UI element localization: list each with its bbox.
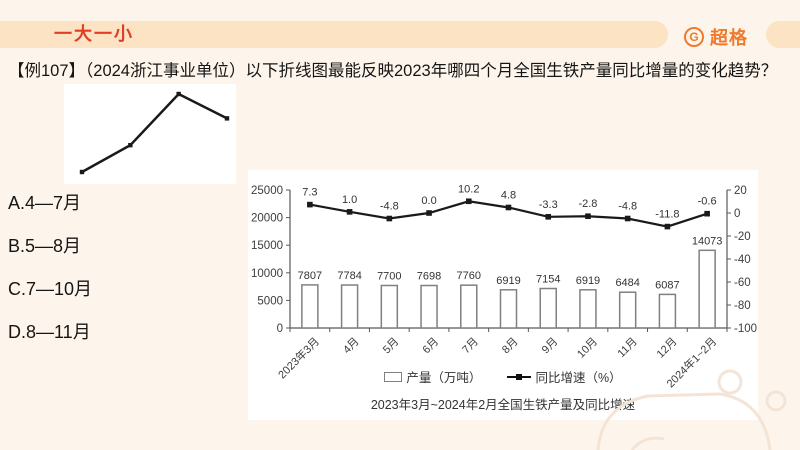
- svg-text:-4.8: -4.8: [380, 201, 399, 213]
- main-chart-panel: 0 5000 10000 15000 20000 25000 20 0 -20 -40 -60 -80…: [248, 170, 758, 420]
- option-b: B.5—8月: [8, 236, 82, 256]
- legend-label-output: 产量（万吨）: [406, 371, 482, 385]
- svg-text:9月: 9月: [540, 336, 561, 357]
- mascot-outline-decoration: [596, 369, 787, 450]
- svg-text:-11.8: -11.8: [655, 209, 679, 221]
- section-title: 一大一小: [54, 24, 134, 44]
- legend-label-growth: 同比增速（%）: [535, 371, 622, 385]
- svg-text:6月: 6月: [421, 336, 442, 357]
- svg-text:-100: -100: [734, 323, 757, 335]
- svg-text:15000: 15000: [251, 240, 283, 252]
- mini-trend-chart-panel: [64, 84, 236, 184]
- svg-text:7154: 7154: [536, 274, 560, 286]
- brand-logo: G 超格: [684, 24, 748, 50]
- svg-text:5月: 5月: [381, 336, 402, 357]
- chart-title: 2023年3月~2024年2月全国生铁产量及同比增速: [370, 398, 636, 412]
- svg-text:20000: 20000: [251, 213, 283, 225]
- legend-item-output: 产量（万吨）: [384, 367, 481, 386]
- header-ribbon-right-cap: [766, 21, 800, 48]
- svg-text:7784: 7784: [337, 270, 361, 282]
- svg-text:-20: -20: [734, 231, 751, 243]
- bar-series-swatch-icon: [384, 371, 403, 382]
- svg-text:0: 0: [734, 208, 740, 220]
- svg-text:-3.3: -3.3: [539, 199, 558, 211]
- svg-text:-4.8: -4.8: [618, 201, 637, 213]
- svg-text:6087: 6087: [655, 279, 679, 291]
- svg-text:4.8: 4.8: [501, 189, 516, 201]
- line-series-swatch-icon: [507, 373, 532, 380]
- svg-text:7760: 7760: [457, 270, 481, 282]
- svg-text:1.0: 1.0: [342, 194, 357, 206]
- svg-text:0.0: 0.0: [421, 195, 436, 207]
- legend-item-growth: 同比增速（%）: [507, 367, 622, 386]
- option-c: C.7—10月: [8, 279, 93, 299]
- svg-text:7.3: 7.3: [302, 187, 317, 199]
- svg-text:7月: 7月: [460, 336, 481, 357]
- mini-trend-chart: [79, 91, 230, 175]
- svg-text:10月: 10月: [575, 336, 600, 361]
- svg-text:6919: 6919: [496, 275, 520, 287]
- svg-text:4月: 4月: [341, 336, 362, 357]
- svg-text:7698: 7698: [417, 271, 441, 283]
- svg-text:7700: 7700: [377, 270, 401, 282]
- header-ribbon: 一大一小: [0, 21, 668, 48]
- svg-text:-40: -40: [734, 254, 751, 266]
- bar-line-chart: 0 5000 10000 15000 20000 25000 20 0 -20 -40 -60 -80…: [251, 183, 757, 390]
- svg-text:-0.6: -0.6: [698, 196, 717, 208]
- svg-text:8月: 8月: [500, 336, 521, 357]
- brand-logo-text: 超格: [710, 28, 748, 48]
- option-a: A.4—7月: [8, 193, 82, 213]
- svg-text:6484: 6484: [615, 277, 639, 289]
- svg-text:20: 20: [734, 185, 747, 197]
- option-d: D.8—11月: [8, 322, 91, 342]
- answer-options: A.4—7月 B.5—8月 C.7—10月 D.8—11月: [8, 189, 92, 344]
- svg-text:0: 0: [277, 323, 283, 335]
- svg-text:10.2: 10.2: [458, 183, 479, 195]
- svg-text:-60: -60: [734, 277, 751, 289]
- svg-text:7807: 7807: [298, 270, 322, 282]
- question-text: 【例107】（2024浙江事业单位）以下折线图最能反映2023年哪四个月全国生铁…: [8, 62, 778, 80]
- svg-text:11月: 11月: [615, 336, 639, 360]
- svg-text:14073: 14073: [692, 235, 723, 247]
- svg-text:-2.8: -2.8: [578, 198, 597, 210]
- svg-text:-80: -80: [734, 300, 751, 312]
- svg-text:5000: 5000: [257, 295, 283, 307]
- svg-text:10000: 10000: [251, 268, 283, 280]
- chart-legend: 产量（万吨） 同比增速（%）: [248, 367, 758, 386]
- svg-text:6919: 6919: [576, 275, 600, 287]
- svg-text:25000: 25000: [251, 185, 283, 197]
- brand-logo-icon: G: [684, 27, 704, 47]
- svg-text:12月: 12月: [655, 336, 680, 361]
